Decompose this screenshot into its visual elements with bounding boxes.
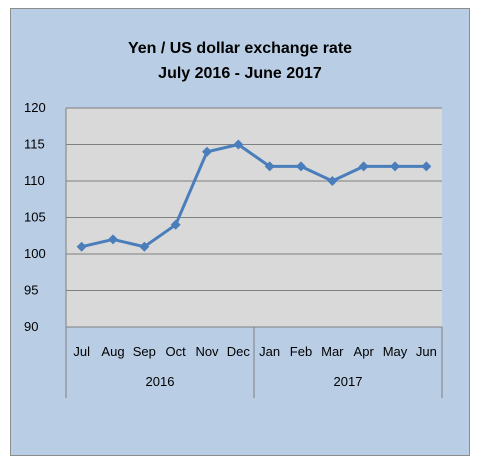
- data-point: [139, 241, 150, 252]
- y-tick-label: 100: [24, 246, 46, 261]
- y-tick-label: 110: [24, 173, 45, 188]
- x-tick-label: Jan: [259, 344, 280, 359]
- y-tick-label: 115: [24, 137, 45, 152]
- x-tick-label: Feb: [290, 344, 312, 359]
- x-tick-label: Sep: [133, 344, 156, 359]
- data-point: [170, 219, 181, 230]
- x-tick-label: May: [383, 344, 408, 359]
- x-tick-label: Dec: [227, 344, 251, 359]
- data-point: [76, 241, 87, 252]
- x-tick-label: Oct: [166, 344, 187, 359]
- y-tick-label: 95: [24, 283, 38, 298]
- data-point: [202, 146, 212, 157]
- data-point: [358, 161, 369, 172]
- y-tick-label: 90: [24, 319, 38, 334]
- series-line: [81, 143, 427, 249]
- chart-title: Yen / US dollar exchange rate: [128, 40, 352, 57]
- x-tick-label: Jun: [416, 344, 437, 359]
- x-tick-label: Jul: [73, 344, 90, 359]
- chart-subtitle: July 2016 - June 2017: [158, 65, 322, 82]
- data-point: [296, 161, 306, 172]
- group-label: 2017: [334, 374, 363, 389]
- data-point: [108, 234, 118, 245]
- data-point: [264, 161, 275, 172]
- group-label: 2016: [146, 374, 175, 389]
- data-point: [233, 139, 244, 150]
- x-tick-label: Apr: [354, 344, 375, 359]
- x-tick-label: Nov: [195, 344, 219, 359]
- data-point: [421, 161, 432, 172]
- y-tick-label: 120: [24, 100, 46, 115]
- data-point: [390, 161, 400, 172]
- data-point: [327, 176, 338, 186]
- y-tick-label: 105: [24, 210, 46, 225]
- x-tick-label: Aug: [101, 344, 124, 359]
- x-tick-label: Mar: [321, 344, 344, 359]
